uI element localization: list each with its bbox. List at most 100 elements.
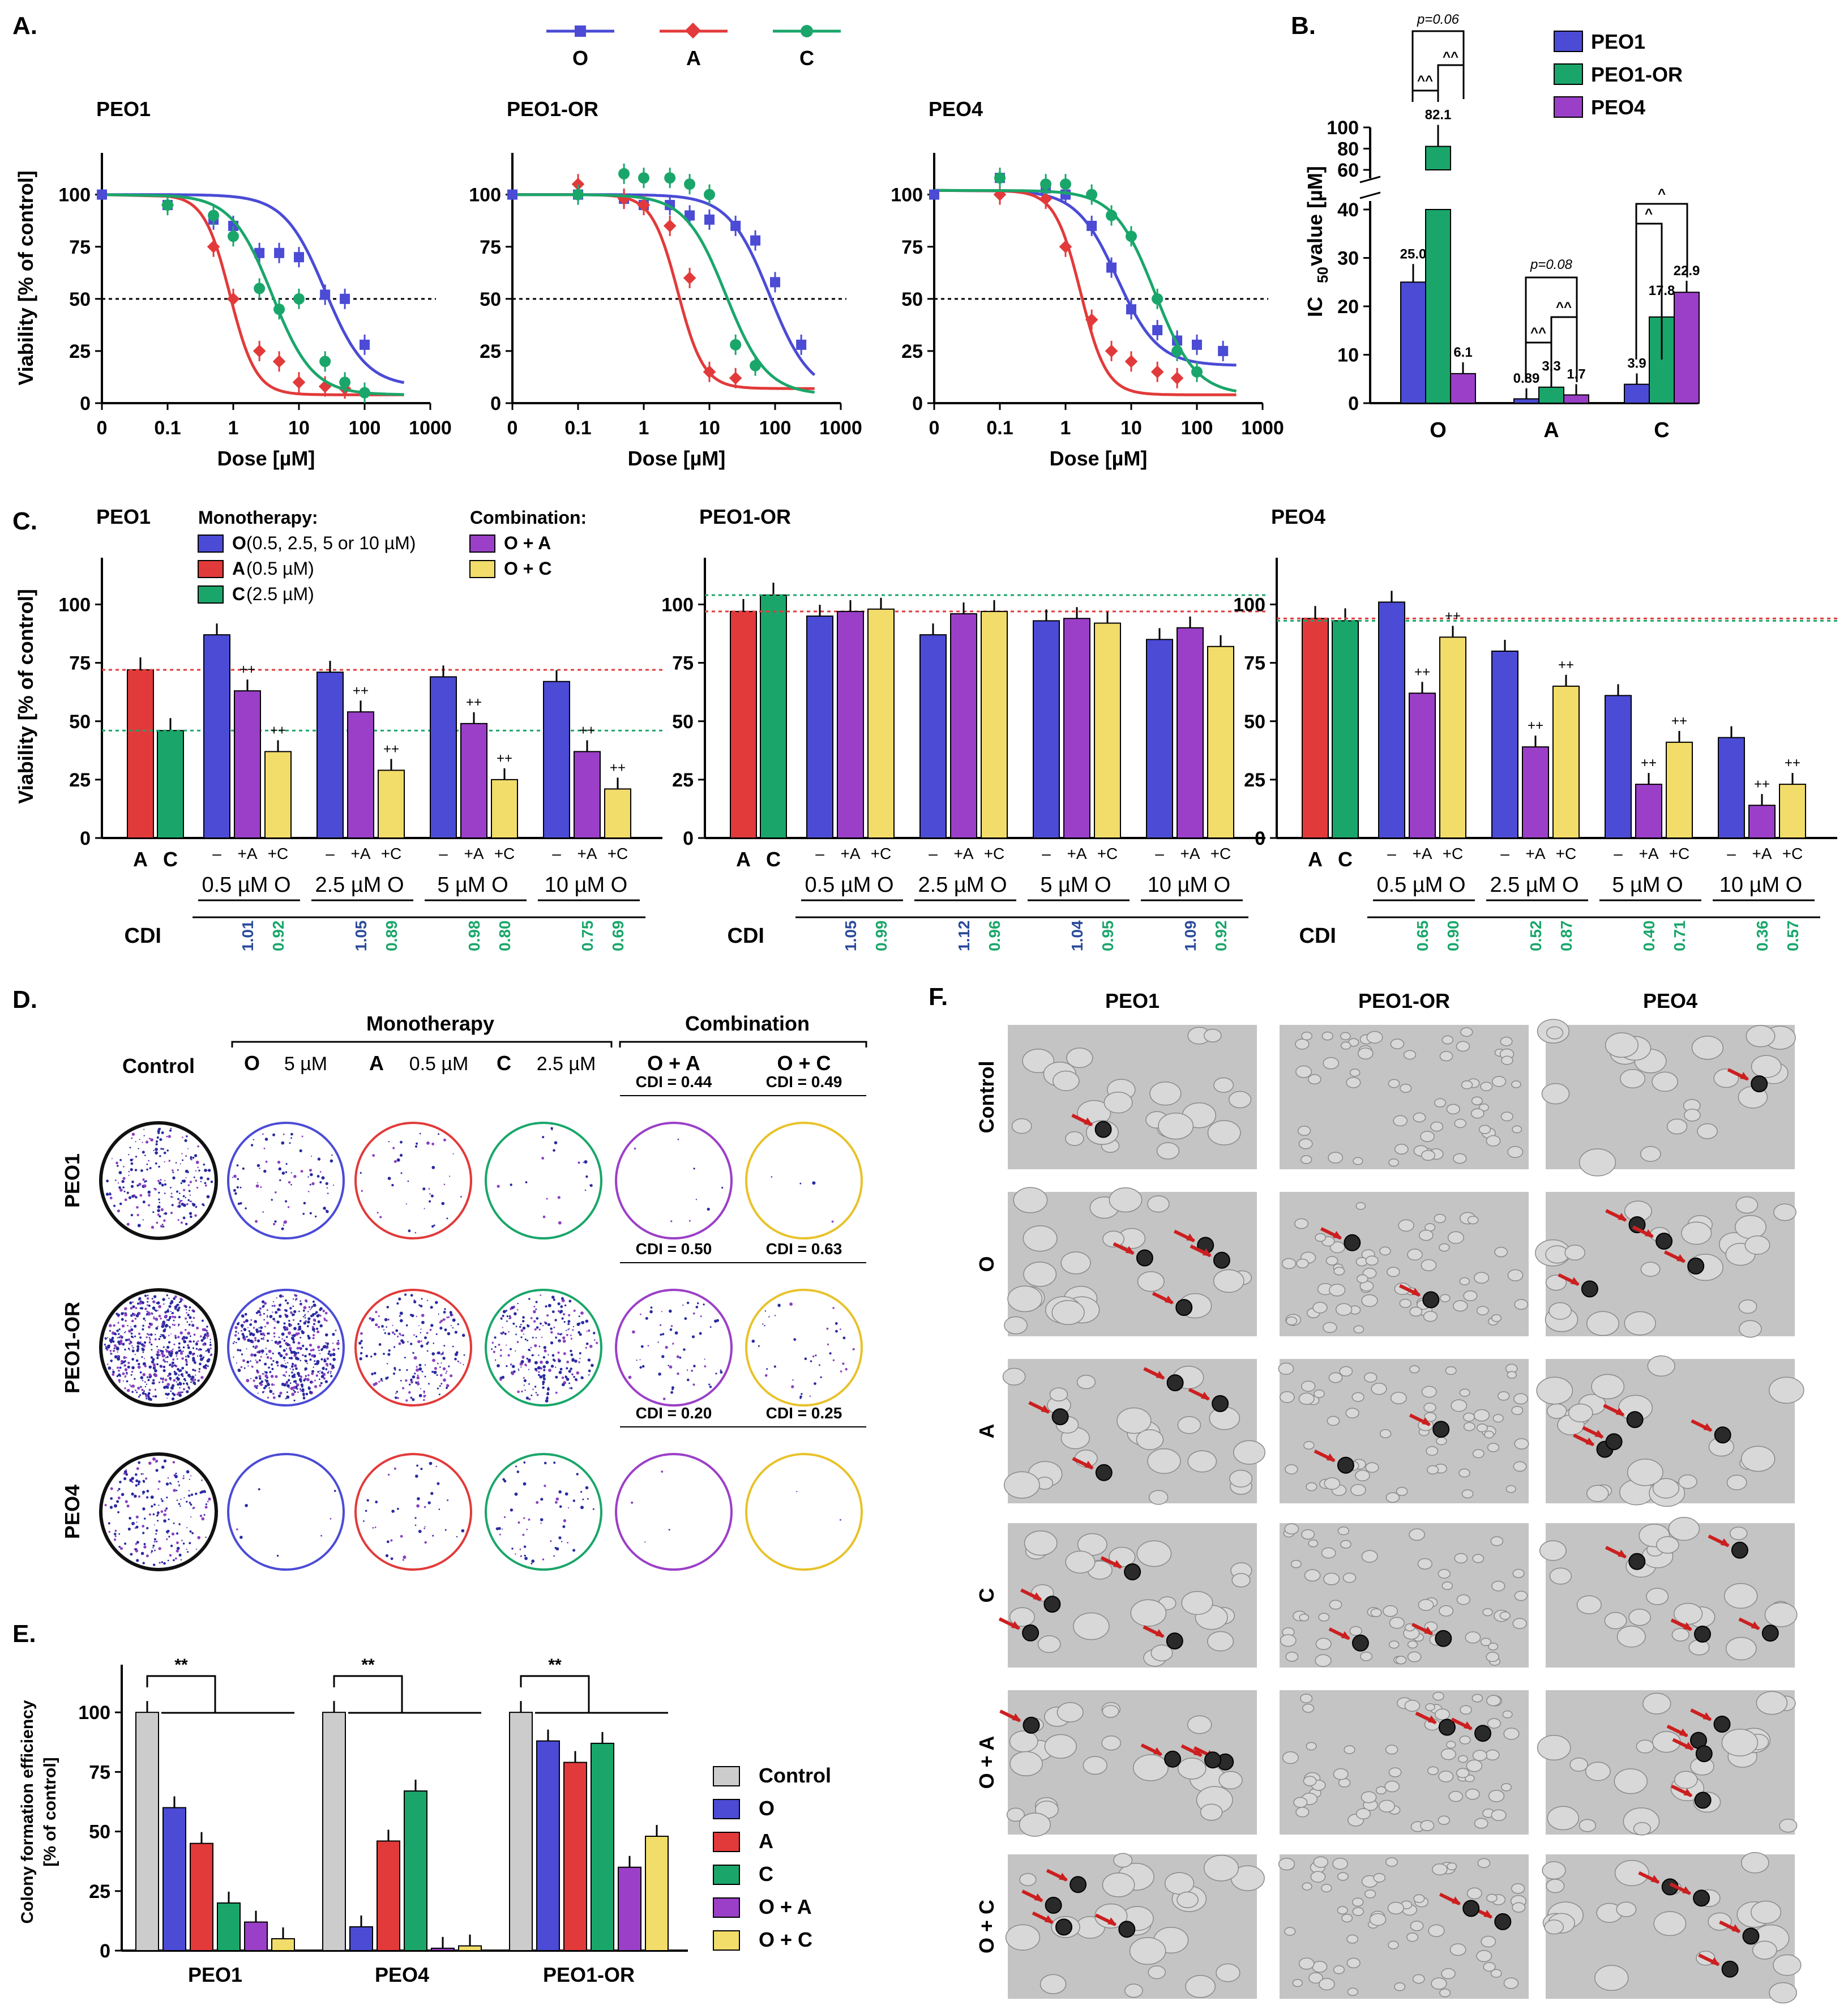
colony-dot [154, 1388, 157, 1391]
cell [1616, 1901, 1637, 1917]
cell [1295, 1065, 1312, 1078]
well [615, 1122, 733, 1239]
significance-bracket [1411, 89, 1439, 102]
colony-dot [312, 1348, 315, 1352]
colony-dot [308, 1191, 310, 1192]
colony-dot [548, 1369, 551, 1373]
colony-dot [289, 1368, 291, 1370]
colony-dot [262, 1133, 264, 1135]
cell [1640, 1262, 1661, 1277]
colony-dot [185, 1177, 187, 1179]
colony-dot [127, 1348, 130, 1350]
colony-dot [158, 1305, 161, 1309]
data-point [571, 177, 585, 191]
colony-dot [204, 1169, 207, 1172]
colony-dot [558, 1310, 560, 1313]
colony-dot [288, 1379, 290, 1382]
colony-dot [310, 1314, 313, 1318]
colony-dot [272, 1318, 275, 1321]
colony-dot [290, 1132, 293, 1136]
colony-dot [307, 1374, 310, 1376]
round-cell [1713, 1716, 1731, 1733]
colony-dot [288, 1181, 291, 1184]
significance-bracket [1550, 316, 1578, 382]
cell [1302, 1703, 1315, 1713]
red-arrow-head [1570, 1277, 1580, 1285]
colony-dot [314, 1379, 316, 1382]
round-cell [1721, 1960, 1739, 1978]
colony-dot [142, 1490, 146, 1494]
colony-dot [315, 1311, 318, 1314]
panel-c-title: PEO1-OR [699, 505, 791, 528]
colony-dot [207, 1177, 209, 1181]
colony-dot [285, 1397, 287, 1400]
colony-dot [526, 1528, 528, 1531]
colony-dot [155, 1143, 158, 1145]
colony-dot [276, 1554, 279, 1557]
round-cell [1494, 1913, 1512, 1930]
round-cell [1055, 1918, 1072, 1936]
bar [536, 1740, 560, 1952]
colony-dot [151, 1225, 155, 1229]
cell [1009, 1607, 1036, 1627]
round-cell [1435, 1630, 1452, 1647]
colony-dot [206, 1195, 210, 1199]
colony-dot [326, 1357, 330, 1360]
colony-dot [380, 1379, 382, 1382]
colony-dot [424, 1375, 426, 1378]
colony-dot [117, 1182, 119, 1184]
colony-dot [153, 1365, 156, 1367]
colony-dot [241, 1324, 243, 1326]
colony-dot [136, 1349, 139, 1352]
colony-dot [566, 1367, 568, 1370]
colony-dot [153, 1316, 155, 1318]
red-arrow-head [1464, 1721, 1473, 1730]
colony-dot [112, 1370, 115, 1374]
colony-dot [123, 1356, 126, 1360]
cell [1293, 1797, 1308, 1808]
cell [1418, 1598, 1434, 1611]
colony-dot [439, 1321, 442, 1324]
colony-dot [209, 1347, 212, 1349]
colony-dot [114, 1504, 117, 1508]
colony-dot [426, 1332, 429, 1335]
colony-dot [144, 1365, 147, 1367]
y-tick-label: 100 [661, 595, 694, 616]
cdi-value: 0.65 [1414, 921, 1431, 952]
colony-dot [148, 1194, 151, 1197]
x-tick-label: 10 [699, 417, 720, 439]
colony-dot [171, 1361, 174, 1365]
colony-dot [576, 1371, 580, 1375]
colony-dot [267, 1383, 270, 1387]
colony-dot [424, 1506, 426, 1508]
colony-dot [323, 1366, 325, 1369]
colony-dot [280, 1303, 282, 1305]
round-cell [1204, 1751, 1221, 1769]
colony-dot [139, 1371, 142, 1374]
y-axis-label-2: [% of control] [41, 1757, 59, 1866]
colony-dot [178, 1204, 181, 1208]
colony-dot [852, 1348, 855, 1350]
colony-dot [676, 1355, 679, 1358]
colony-dot [167, 1375, 169, 1377]
colony-dot [316, 1314, 320, 1318]
colony-dot [176, 1381, 178, 1383]
colony-dot [700, 1315, 702, 1318]
colony-dot [438, 1393, 440, 1396]
cell [1513, 1393, 1528, 1405]
colony-dot [407, 1180, 409, 1182]
colony-dot [304, 1369, 307, 1371]
y-tick-label: 25 [69, 769, 91, 791]
colony-dot [170, 1195, 173, 1198]
colony-dot [131, 1492, 134, 1496]
colony-dot [693, 1168, 695, 1170]
colony-dot [149, 1339, 151, 1341]
colony-dot [279, 1179, 281, 1182]
colony-dot [253, 1379, 255, 1382]
colony-dot [317, 1320, 320, 1323]
cell [1423, 1403, 1436, 1413]
red-arrow-head [1341, 1631, 1350, 1639]
y-axis-label-sub: 50 [1314, 267, 1331, 283]
colony-dot [815, 1354, 817, 1357]
colony-dot [410, 1314, 414, 1318]
